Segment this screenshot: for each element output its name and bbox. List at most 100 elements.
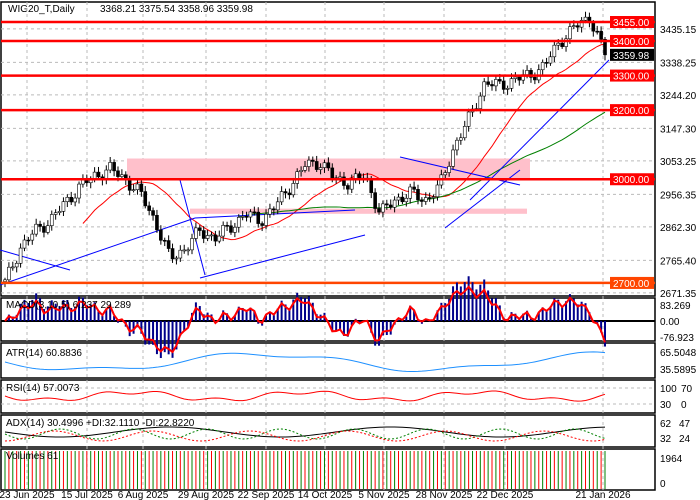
macd-bar [553, 297, 556, 321]
atr-panel [0, 342, 656, 379]
candle-body [69, 197, 74, 203]
x-axis-label: 14 Oct 2025 [298, 490, 353, 500]
x-axis-label: 5 Nov 2025 [358, 490, 410, 500]
candle-body [225, 225, 229, 227]
macd-bar [23, 299, 26, 321]
rsi-tick: 100 [660, 384, 677, 395]
macd-bar [350, 321, 353, 326]
candle-body [435, 184, 440, 198]
macd-bar [152, 321, 155, 345]
macd-bar [7, 314, 10, 321]
macd-bar [159, 321, 162, 359]
macd-bar [226, 313, 229, 321]
candle-body [256, 211, 261, 224]
candle-body [377, 208, 381, 213]
macd-bar [288, 308, 291, 321]
candle-body [209, 234, 214, 237]
macd-bar [467, 276, 470, 321]
macd-bar [113, 316, 116, 321]
macd-bar [381, 321, 384, 336]
macd-bar [292, 299, 295, 321]
candle-body [451, 149, 455, 167]
price-tick: 3244.20 [660, 91, 697, 102]
macd-bar [491, 298, 494, 321]
candle-body [240, 216, 245, 218]
candle-body [416, 189, 420, 201]
macd-bar [233, 315, 236, 321]
candle-body [26, 239, 31, 242]
macd-bar [339, 321, 342, 330]
macd-tick: 0.00 [660, 317, 680, 328]
macd-bar [280, 300, 283, 321]
candle-body [575, 25, 580, 28]
candle-body [120, 174, 124, 177]
adx-tick: 47 [679, 419, 691, 430]
candle-body [342, 176, 346, 186]
candle-body [572, 25, 576, 27]
macd-bar [335, 321, 338, 332]
macd-label: MACD(3,10,5) 6.237 29.289 [6, 300, 132, 311]
candle-body [260, 223, 264, 226]
macd-bar [257, 321, 260, 324]
macd-bar [452, 286, 455, 321]
candle-body [275, 201, 280, 211]
candle-body [143, 191, 148, 207]
current-price-bg [610, 48, 654, 61]
macd-bar [604, 321, 606, 347]
candle-body [338, 176, 342, 179]
candle-body [318, 167, 323, 170]
candle-body [205, 235, 210, 239]
price-tick: 3053.25 [660, 157, 697, 168]
candle-body [326, 162, 331, 169]
trendline [194, 209, 356, 219]
candle-body [57, 211, 62, 214]
candle-body [159, 229, 163, 241]
volume-tick: 1964 [660, 454, 683, 465]
candle-body [151, 210, 155, 216]
macd-tick: 83.269 [660, 301, 691, 312]
atr-label: ATR(14) 60.8836 [6, 348, 82, 359]
macd-bar [378, 321, 381, 346]
macd-bar [144, 321, 147, 345]
macd-bar [557, 299, 560, 321]
candle-body [330, 167, 335, 179]
trendline [0, 217, 196, 286]
macd-bar [175, 321, 178, 350]
macd-bar [19, 303, 22, 321]
chart-title: WIG20_T,Daily [8, 4, 75, 15]
candle-body [346, 185, 350, 190]
rsi-tick: 30 [660, 400, 672, 411]
macd-bar [346, 321, 349, 337]
candle-body [544, 62, 549, 64]
macd-bar [405, 316, 408, 321]
macd-bar [241, 307, 244, 321]
candle-body [369, 178, 374, 193]
adx-panel [0, 414, 656, 448]
candle-body [92, 171, 97, 179]
candle-body [244, 216, 249, 218]
candle-body [552, 44, 557, 58]
adx-label: ADX(14) 30.4996 +DI:32.1110 -DI:22.8220 [6, 418, 195, 429]
macd-bar [448, 298, 451, 321]
candle-body [462, 126, 467, 139]
candle-body [217, 235, 222, 242]
level-label-bg [610, 173, 654, 186]
candle-body [73, 197, 77, 203]
macd-bar [463, 282, 466, 321]
candle-body [381, 203, 385, 213]
macd-bar [459, 286, 462, 321]
candle-body [42, 226, 46, 233]
candle-body [147, 205, 151, 211]
macd-bar [307, 296, 310, 321]
candle-body [533, 77, 537, 81]
level-label-bg [610, 16, 654, 28]
macd-bar [245, 310, 248, 321]
macd-bar [253, 310, 256, 321]
macd-bar [171, 321, 174, 358]
candle-body [135, 183, 140, 190]
candle-body [170, 248, 175, 260]
candle-body [303, 166, 307, 171]
macd-bar [128, 321, 131, 337]
candle-body [568, 26, 572, 40]
macd-bar [132, 321, 135, 334]
